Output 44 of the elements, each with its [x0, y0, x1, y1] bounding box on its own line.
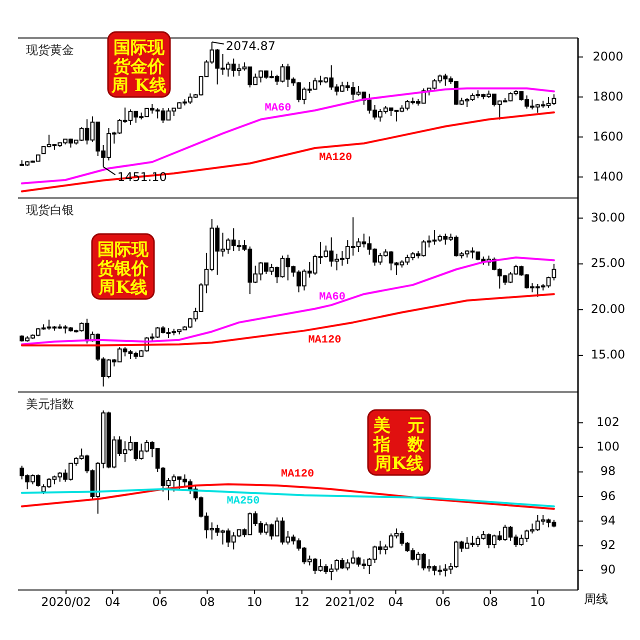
x-tick-label: 2020/02 [41, 595, 92, 609]
y-tick-label: 30.00 [590, 210, 626, 224]
x-tick-label: 2021/02 [325, 595, 375, 609]
y-tick-label: 25.00 [590, 256, 626, 270]
y-tick-label: 20.00 [590, 302, 626, 316]
y-tick-label: 1800 [592, 89, 624, 104]
series-label: MA120 [308, 334, 342, 347]
x-tick-label: 08 [200, 595, 215, 609]
series-label: MA120 [319, 152, 352, 164]
y-tick-label: 15.00 [590, 348, 626, 362]
y-tick-label: 98 [600, 464, 616, 478]
x-tick-label: 04 [388, 595, 404, 609]
y-tick-label: 102 [596, 415, 620, 430]
line-series [20, 488, 555, 508]
text: 现货白银 [26, 203, 74, 217]
y-tick-label: 92 [600, 538, 616, 552]
y-tick-label: 1600 [592, 129, 624, 144]
line-series [20, 111, 555, 192]
text: 周线 [584, 592, 608, 606]
text: 国际现货金价周 K线 [110, 38, 166, 96]
x-tick-label: 06 [152, 595, 168, 609]
series-label: MA120 [281, 468, 314, 480]
series-label: MA60 [264, 102, 292, 114]
y-tick-label: 94 [600, 513, 616, 528]
x-tick-label: 06 [435, 595, 451, 609]
annotation: 2074.87 [226, 39, 276, 54]
series-label: MA250 [226, 496, 260, 508]
y-tick-label: 100 [596, 440, 620, 454]
text: 美 元指 数周K线 [372, 416, 426, 474]
text: 国际现货银价周K线 [96, 240, 150, 298]
y-tick-label: 2000 [592, 49, 624, 64]
x-tick-label: 04 [104, 595, 120, 609]
x-tick-label: 12 [294, 595, 310, 609]
x-tick-label: 08 [482, 595, 498, 609]
x-tick-label: 10 [530, 595, 546, 609]
y-tick-label: 90 [600, 562, 616, 577]
x-tick-label: 10 [246, 595, 262, 609]
text: 美元指数 [26, 397, 74, 411]
series-label: MA60 [319, 292, 346, 304]
y-tick-label: 96 [600, 488, 616, 503]
line-series [20, 483, 555, 510]
chart-title: 现货黄金 [26, 43, 74, 57]
line-series [20, 256, 555, 346]
y-tick-label: 1400 [592, 169, 624, 184]
